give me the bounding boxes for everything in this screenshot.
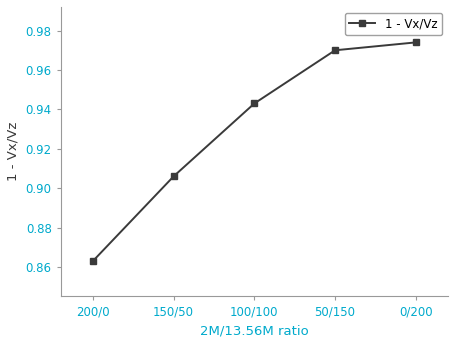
X-axis label: 2M/13.56M ratio: 2M/13.56M ratio <box>200 324 309 337</box>
Legend: 1 - Vx/Vz: 1 - Vx/Vz <box>345 13 442 35</box>
Y-axis label: 1 - Vx/Vz: 1 - Vx/Vz <box>7 122 20 181</box>
